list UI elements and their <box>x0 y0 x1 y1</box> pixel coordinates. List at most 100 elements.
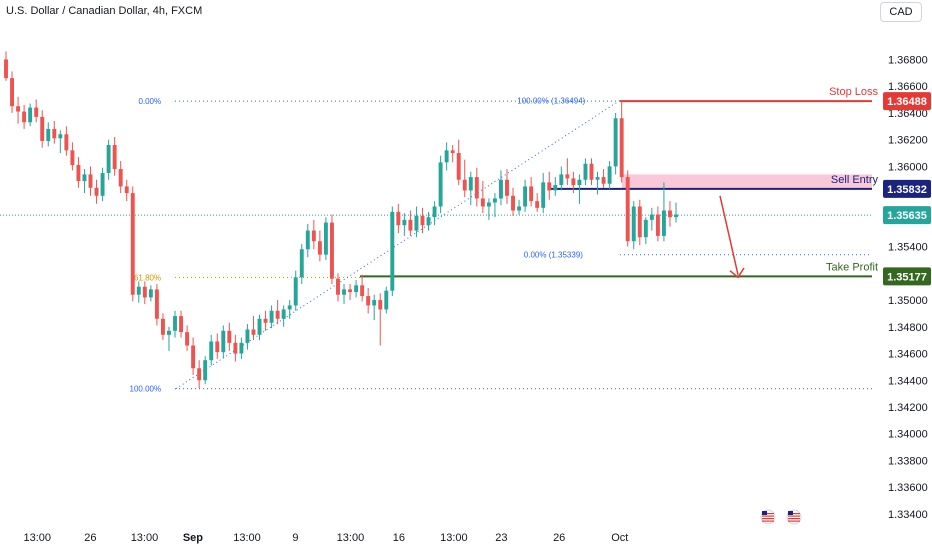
candle-body <box>287 305 292 310</box>
candle-body <box>384 290 389 310</box>
candle-body <box>348 289 353 293</box>
candle-body <box>179 316 184 333</box>
flag-stripe <box>762 520 774 522</box>
price-tag-box <box>883 179 931 198</box>
candle-body <box>293 277 298 306</box>
flag-stripe <box>788 513 800 515</box>
candle-body <box>251 329 256 335</box>
us-flag-icon <box>786 509 802 525</box>
x-tick-label: 9 <box>292 532 298 544</box>
y-tick-label: 1.33800 <box>888 455 928 467</box>
candle-body <box>227 330 232 343</box>
x-tick-label: 23 <box>495 532 507 544</box>
candle-body <box>577 179 582 186</box>
time-axis[interactable]: 13:00 26 13:00 Sep 13:00 9 13:00 16 13:00 23 26 Oct <box>24 532 629 544</box>
candle-body <box>185 332 190 346</box>
candle-body <box>360 285 365 297</box>
candle-body <box>378 300 383 310</box>
candle-body <box>498 179 503 199</box>
level-name-label: Take Profit <box>826 261 878 273</box>
x-tick-label: 13:00 <box>440 532 468 544</box>
candle-body <box>130 193 135 295</box>
x-tick-label: Sep <box>183 532 203 544</box>
flag-stripe <box>762 518 774 520</box>
x-tick-label: 13:00 <box>24 532 52 544</box>
flag-stripe <box>788 515 800 517</box>
flag-stripe <box>788 518 800 520</box>
candle-body <box>275 310 280 319</box>
x-tick-label: 13:00 <box>233 532 261 544</box>
x-tick-label: 13:00 <box>131 532 159 544</box>
y-tick-label: 1.33600 <box>888 482 928 494</box>
candle-body <box>366 296 371 306</box>
y-tick-label: 1.36200 <box>888 135 928 147</box>
candle-body <box>613 118 618 167</box>
flag-stripe <box>788 520 800 522</box>
candle-body <box>82 174 87 182</box>
fib-label: 100.00% (1.36494) <box>517 96 585 105</box>
candle-body <box>70 150 75 166</box>
flag-canton <box>788 511 793 515</box>
candle-body <box>191 345 196 369</box>
candle-body <box>655 214 660 236</box>
price-tag-value: 1.35832 <box>887 184 927 196</box>
fib-label: 100.00% <box>130 385 162 394</box>
currency-button[interactable]: CAD <box>880 2 922 22</box>
y-tick-label: 1.35400 <box>888 242 928 254</box>
y-tick-label: 1.34600 <box>888 349 928 361</box>
candle-body <box>595 177 600 180</box>
candle-body <box>106 144 111 174</box>
candle-body <box>28 107 33 123</box>
candle-body <box>40 116 45 141</box>
fib-label: 0.00% (1.35339) <box>524 251 583 260</box>
candle-body <box>311 230 316 242</box>
x-tick-label: Oct <box>611 532 628 544</box>
candle-body <box>148 289 153 298</box>
candle-body <box>529 186 534 202</box>
candle-body <box>64 134 69 151</box>
candle-body <box>390 211 395 291</box>
fib-label: 61.80% <box>134 273 161 282</box>
candle-body <box>583 163 588 180</box>
price-tags: 1.36488 Stop Loss 1.35832 Sell Entry 1.35635… <box>826 86 931 286</box>
price-axis[interactable]: 1.36800 1.36600 1.36400 1.36200 1.36000 1.358… <box>888 54 928 521</box>
candle-body <box>607 166 612 184</box>
candle-body <box>565 174 570 179</box>
flag-stripe <box>762 513 774 515</box>
candle-body <box>426 217 431 226</box>
candle-body <box>637 206 642 238</box>
candle-body <box>535 201 540 208</box>
candle-body <box>94 187 99 196</box>
price-tag-box <box>883 267 931 286</box>
y-tick-label: 1.35000 <box>888 295 928 307</box>
candle-body <box>124 186 129 194</box>
candle-body <box>456 153 461 180</box>
candle-body <box>154 289 159 319</box>
candle-body <box>444 150 449 163</box>
price-tag-value: 1.35635 <box>887 210 927 222</box>
candle-body <box>58 134 63 139</box>
flag-canton <box>762 511 767 515</box>
candle-body <box>372 300 377 306</box>
candle-body <box>492 198 497 203</box>
trade-levels <box>360 100 872 278</box>
candle-body <box>52 128 57 139</box>
y-tick-label: 1.36800 <box>888 54 928 66</box>
y-tick-label: 1.34000 <box>888 429 928 441</box>
candle-body <box>263 318 268 323</box>
candle-body <box>486 202 491 207</box>
candle-body <box>505 179 509 196</box>
candle-body <box>414 215 419 231</box>
price-tag-box <box>883 92 931 111</box>
candle-body <box>517 206 522 211</box>
candle-body <box>233 342 238 354</box>
y-tick-label: 1.36400 <box>888 108 928 120</box>
candle-body <box>209 341 214 361</box>
candle-body <box>631 206 636 242</box>
level-name-label: Sell Entry <box>831 174 879 186</box>
candle-body <box>661 210 666 236</box>
price-tag-box <box>883 206 931 225</box>
candle-body <box>100 173 105 196</box>
candle-body <box>402 219 407 226</box>
